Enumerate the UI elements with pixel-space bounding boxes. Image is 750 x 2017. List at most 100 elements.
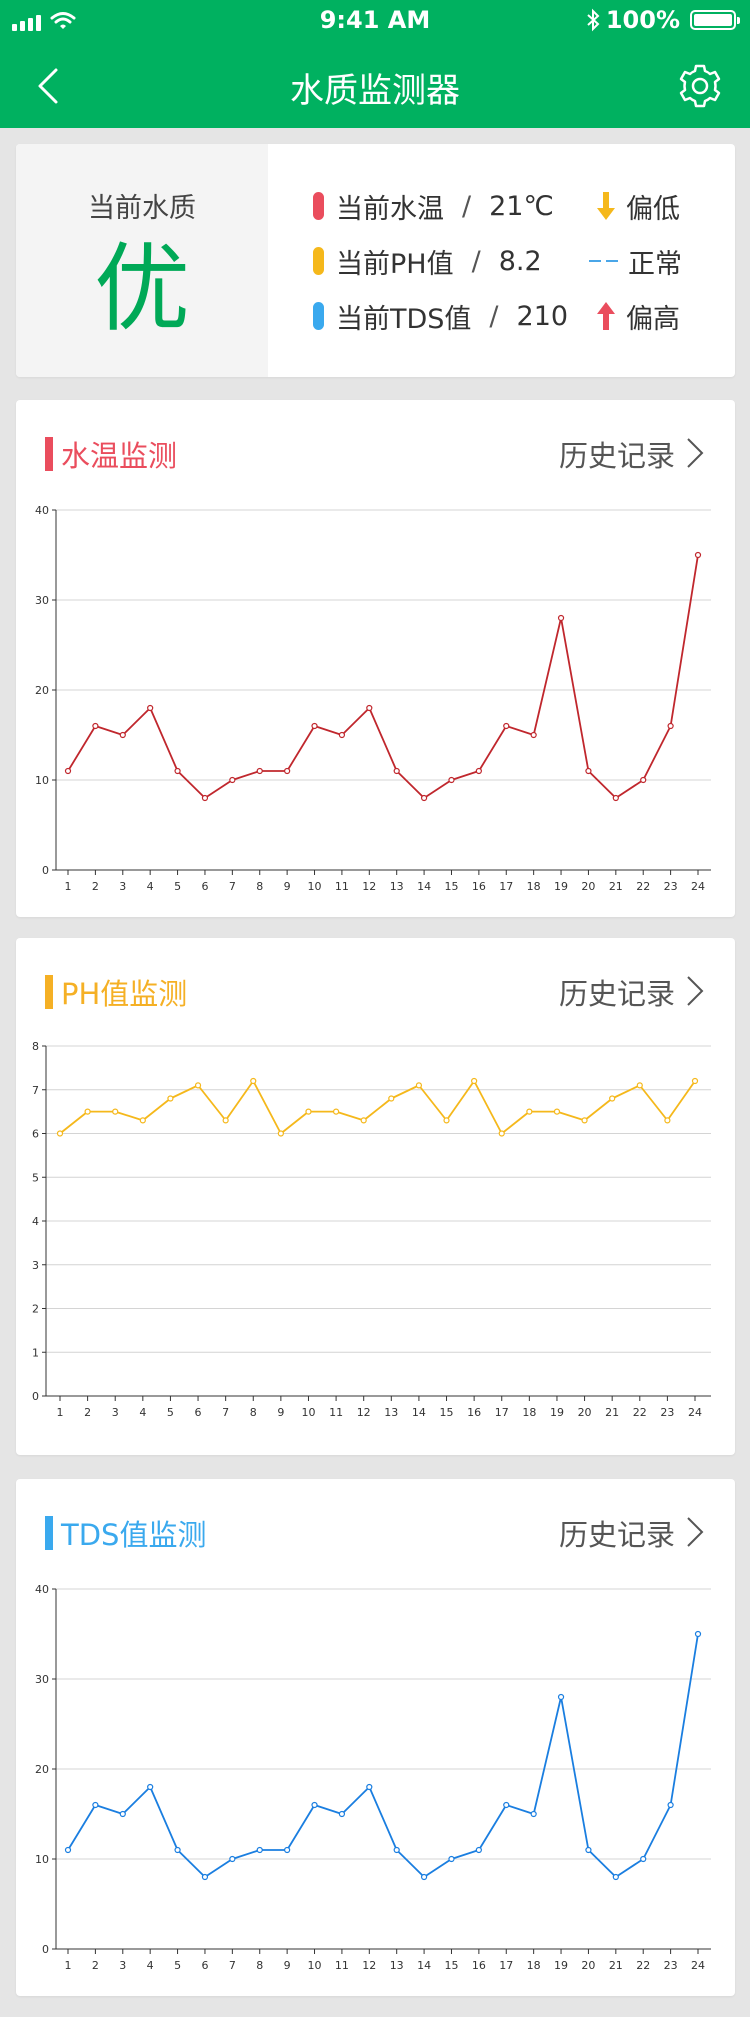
section-header: TDS值监测 历史记录 [16, 1479, 735, 1579]
quality-panel: 当前水质 优 [16, 144, 268, 377]
tds-dot-icon [313, 302, 324, 330]
x-tick-label: 18 [527, 1959, 541, 1972]
section-title: PH值监测 [61, 977, 188, 1011]
x-tick-label: 4 [139, 1406, 146, 1419]
x-tick-label: 6 [201, 1959, 208, 1972]
history-link[interactable]: 历史记录 [558, 1518, 675, 1552]
y-tick-label: 3 [32, 1259, 39, 1272]
x-tick-label: 13 [390, 1959, 404, 1972]
data-point [471, 1077, 478, 1085]
data-point [581, 1117, 588, 1124]
data-point [612, 794, 619, 802]
y-tick-label: 30 [35, 594, 49, 607]
data-point [92, 1801, 99, 1809]
data-point [194, 1082, 202, 1089]
y-tick-label: 30 [35, 1673, 49, 1686]
dashes-icon [589, 260, 618, 262]
x-tick-label: 7 [229, 1959, 236, 1972]
settings-icon[interactable] [676, 62, 724, 110]
history-link[interactable]: 历史记录 [558, 977, 675, 1011]
data-point [222, 1117, 229, 1124]
x-tick-label: 5 [167, 1406, 174, 1419]
signal-icon [12, 11, 76, 31]
x-tick-label: 12 [362, 1959, 376, 1972]
x-tick-label: 8 [256, 880, 263, 893]
x-tick-label: 21 [605, 1406, 619, 1419]
x-tick-label: 2 [84, 1406, 91, 1419]
x-tick-label: 7 [222, 1406, 229, 1419]
data-point [420, 1873, 428, 1881]
data-point [338, 1810, 346, 1818]
legend-normal: 正常 [588, 241, 682, 281]
x-tick-label: 4 [147, 1959, 154, 1972]
x-tick-label: 15 [440, 1406, 454, 1419]
data-point [256, 1846, 263, 1854]
metric-separator: / [462, 190, 472, 222]
x-tick-label: 14 [412, 1406, 426, 1419]
x-tick-label: 10 [301, 1406, 315, 1419]
x-tick-label: 1 [65, 1959, 72, 1972]
x-tick-label: 1 [65, 880, 72, 893]
data-point [640, 1855, 647, 1863]
legend-low: 偏低 [594, 186, 680, 226]
x-tick-label: 11 [329, 1406, 343, 1419]
y-tick-label: 5 [32, 1171, 39, 1184]
x-tick-label: 23 [664, 1959, 678, 1972]
data-point [332, 1108, 340, 1115]
data-point [557, 1693, 565, 1701]
temperature-dot-icon [313, 192, 324, 220]
history-link[interactable]: 历史记录 [558, 439, 675, 473]
y-tick-label: 8 [32, 1040, 39, 1053]
x-tick-label: 9 [277, 1406, 284, 1419]
data-point [139, 1117, 146, 1124]
data-point [119, 1810, 126, 1818]
data-point [311, 722, 318, 730]
x-tick-label: 19 [554, 880, 568, 893]
y-tick-label: 1 [32, 1346, 39, 1359]
data-point [636, 1082, 643, 1089]
chevron-right-icon[interactable] [685, 1515, 705, 1549]
x-tick-label: 22 [636, 880, 650, 893]
legend-label: 正常 [628, 248, 682, 280]
arrow-down-icon [597, 192, 615, 220]
metric-tds: 当前TDS值 / 210 [313, 296, 568, 336]
data-point [250, 1077, 257, 1085]
data-point [84, 1108, 91, 1115]
page-title: 水质监测器 [290, 71, 460, 111]
data-point [585, 1846, 592, 1854]
back-icon[interactable] [32, 62, 72, 110]
y-tick-label: 2 [32, 1303, 39, 1316]
x-tick-label: 17 [499, 880, 513, 893]
x-tick-label: 10 [308, 880, 322, 893]
chevron-right-icon[interactable] [685, 436, 705, 470]
x-tick-label: 2 [92, 880, 99, 893]
section-marker [45, 975, 53, 1009]
data-point [338, 731, 346, 739]
data-point [557, 614, 565, 622]
x-tick-label: 20 [581, 1959, 595, 1972]
section-header: 水温监测 历史记录 [16, 400, 735, 500]
data-point [530, 731, 537, 739]
x-tick-label: 22 [633, 1406, 647, 1419]
data-point [443, 1117, 450, 1124]
data-point [694, 551, 702, 559]
ph-dot-icon [313, 247, 324, 275]
legend-label: 偏高 [626, 303, 680, 335]
metric-separator: / [471, 245, 481, 277]
x-tick-label: 18 [522, 1406, 536, 1419]
data-point [526, 1108, 533, 1115]
chevron-right-icon[interactable] [685, 974, 705, 1008]
x-tick-label: 21 [609, 880, 623, 893]
x-tick-label: 6 [195, 1406, 202, 1419]
x-tick-label: 12 [362, 880, 376, 893]
x-tick-label: 1 [57, 1406, 64, 1419]
data-point [119, 731, 126, 739]
water-quality-summary: 当前水质 优 当前水温 / 21℃ 当前PH值 / 8.2 当前TDS值 / 2… [16, 144, 735, 377]
data-point [311, 1801, 318, 1809]
x-tick-label: 3 [112, 1406, 119, 1419]
y-tick-label: 20 [35, 684, 49, 697]
metric-label: 当前水温 [336, 193, 444, 225]
data-point [201, 1873, 209, 1881]
quality-label: 当前水质 [88, 193, 196, 224]
data-point [393, 1846, 400, 1854]
